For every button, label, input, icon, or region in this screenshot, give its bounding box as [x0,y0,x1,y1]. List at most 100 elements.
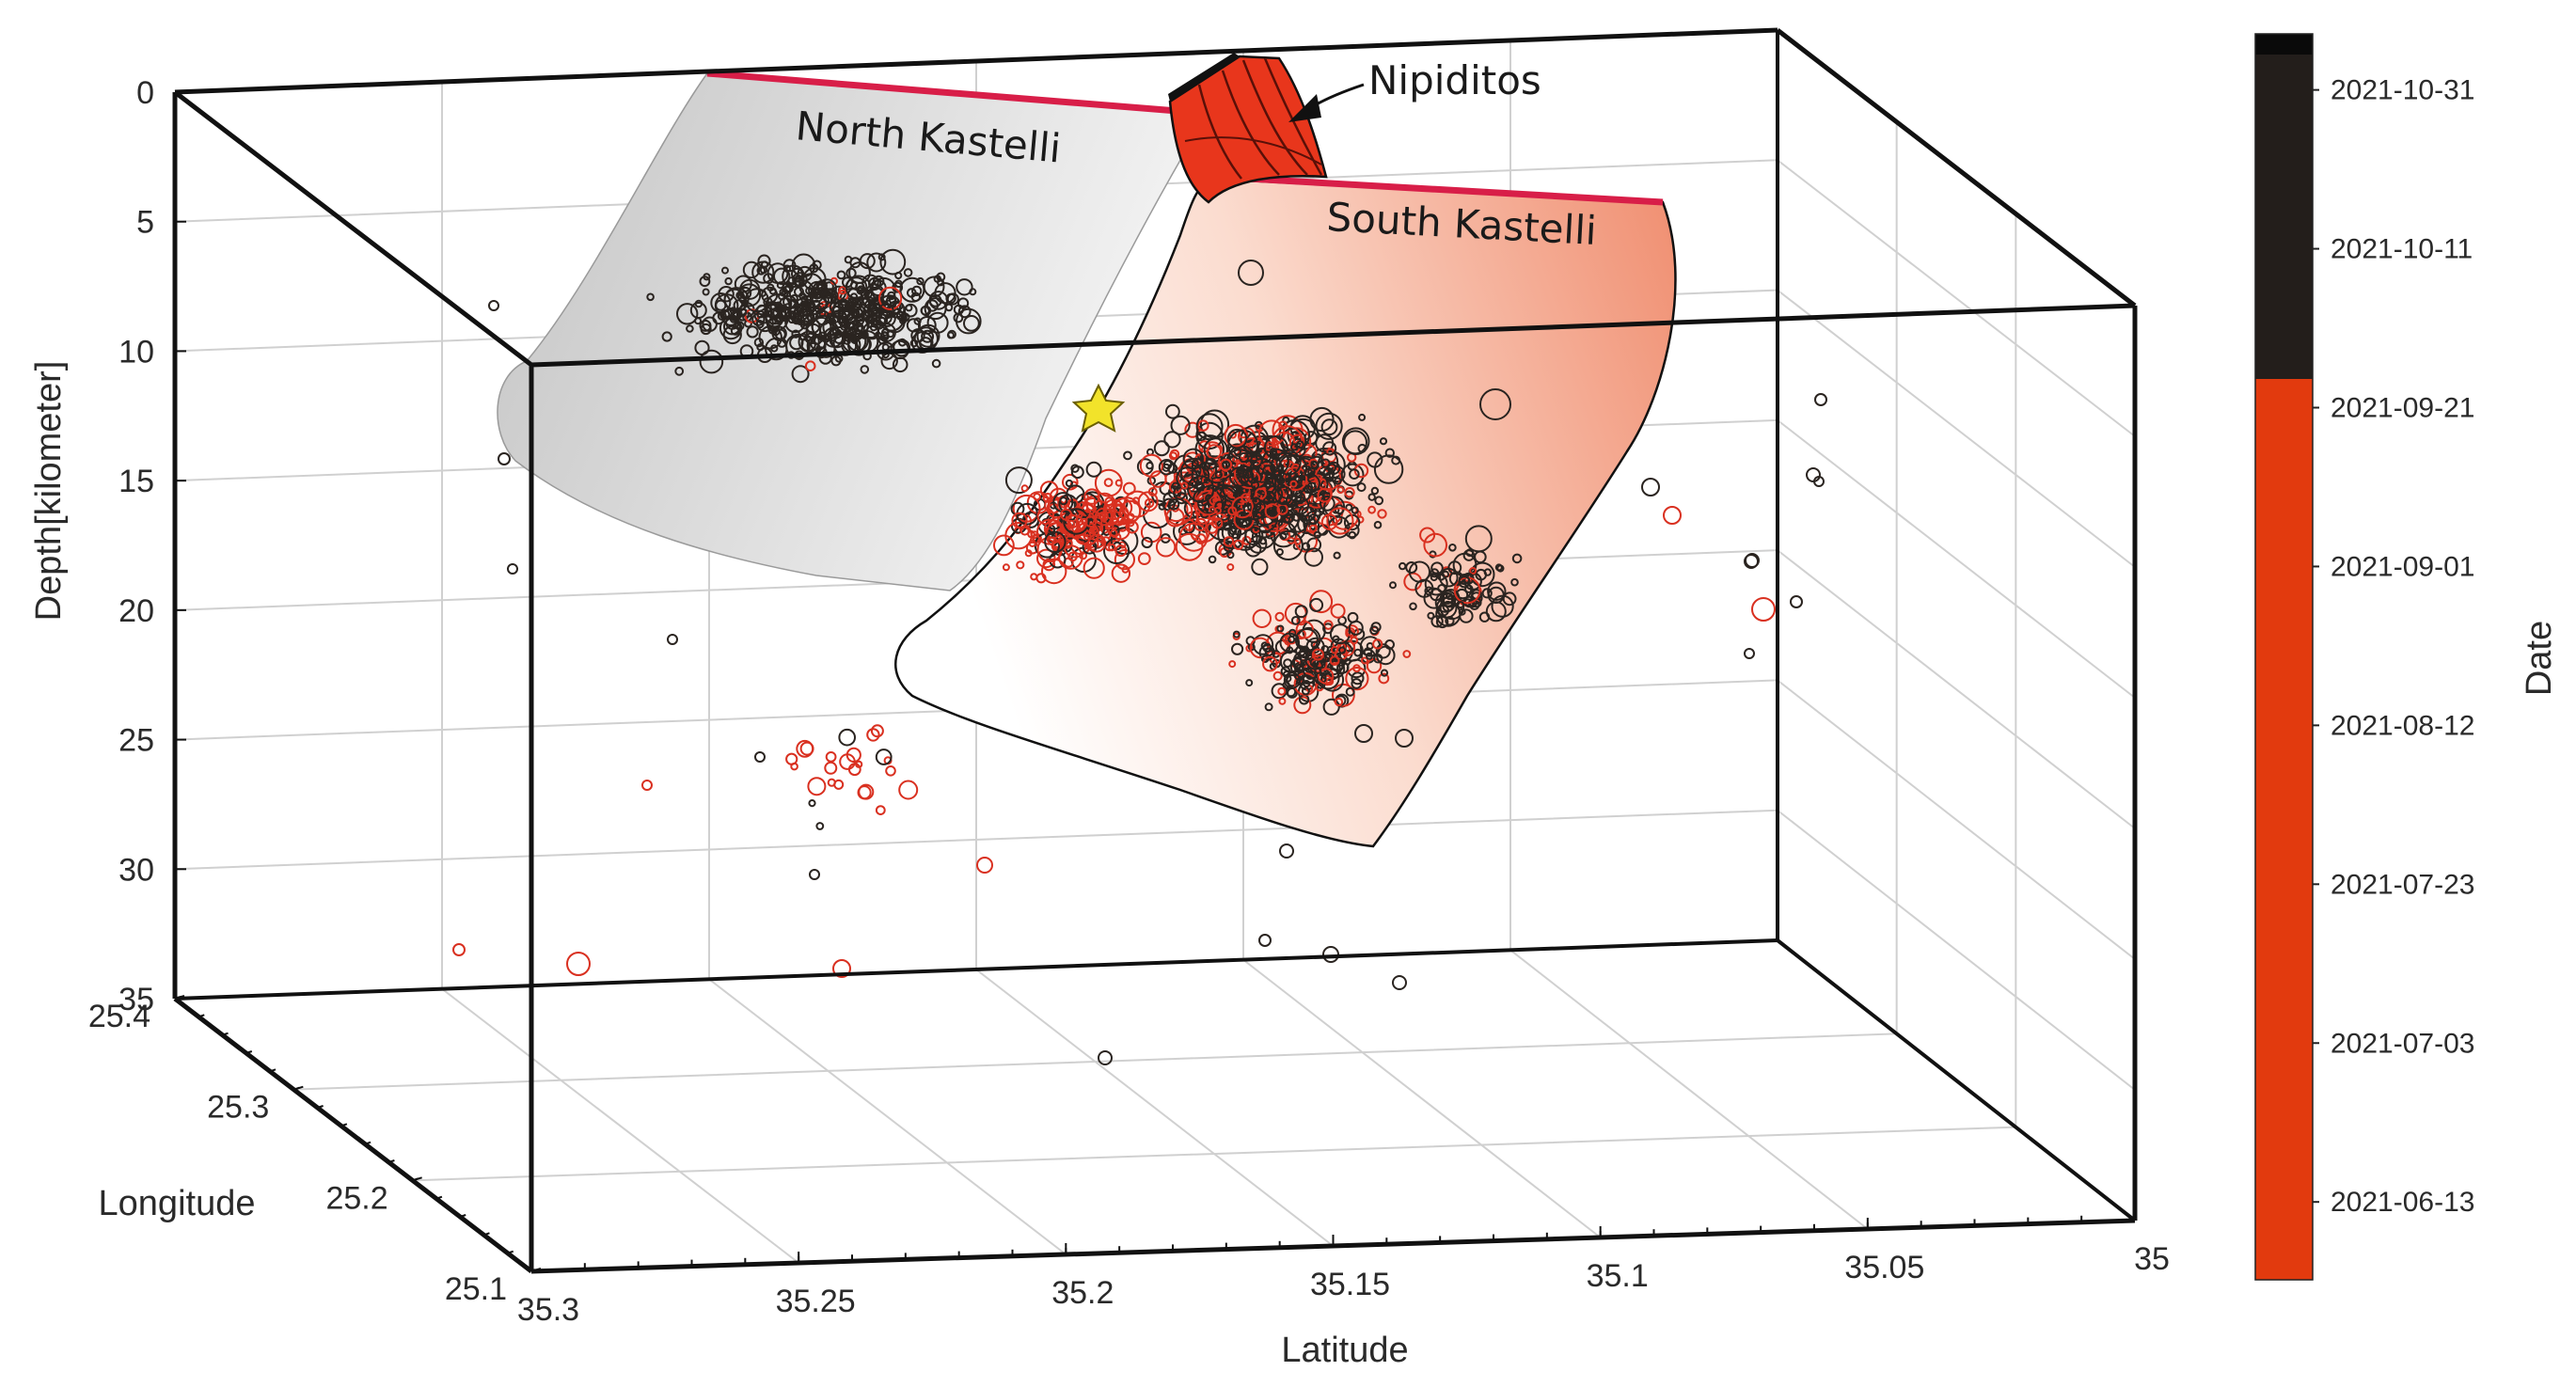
earthquake-point [1356,482,1367,493]
earthquake-point [1121,565,1130,574]
earthquake-point [1272,530,1304,560]
earthquake-point [1028,539,1036,548]
earthquake-point [877,335,888,345]
earthquake-point [858,783,875,800]
earthquake-point [1168,451,1178,461]
longitude-minor-tick [222,1032,229,1036]
earthquake-point [1206,444,1223,460]
earthquake-point [739,278,761,300]
depth-tick-label: 15 [119,464,154,499]
colorbar-late-segment [2255,54,2313,379]
earthquake-point [763,273,774,285]
earthquake-point [722,324,742,345]
earthquake-point [1427,611,1435,620]
longitude-minor-tick [364,1141,371,1145]
earthquake-point [847,763,861,777]
earthquake-point [1067,551,1078,562]
earthquake-point [1226,563,1235,572]
colorbar-early-segment [2255,379,2313,1280]
earthquake-point [1334,697,1344,707]
earthquake-point [1346,627,1355,637]
earthquake-point [788,310,797,319]
earthquake-point [1182,448,1205,469]
earthquake-point [1163,431,1181,449]
earthquake-point [782,264,805,289]
earthquake-point [488,300,499,311]
earthquake-point [1149,470,1167,488]
mainshock-star [1071,383,1126,433]
earthquake-point [1447,560,1462,575]
earthquake-point [1311,648,1324,661]
earthquake-point [1276,624,1285,633]
earthquake-point [1277,686,1287,696]
earthquake-point [825,315,832,323]
earthquake-point [880,331,889,339]
earthquake-point [875,313,889,327]
earthquake-point [1262,655,1278,672]
longitude-tick-label: 25.3 [207,1090,269,1126]
earthquake-point [1114,544,1128,558]
earthquake-point [1367,505,1376,514]
earthquake-point [735,321,745,331]
earthquake-point [1424,572,1448,596]
earthquake-point [833,779,845,790]
earthquake-point [1483,568,1493,576]
earthquake-point [1108,544,1116,552]
earthquake-point [1252,634,1274,655]
earthquake-point [1348,620,1364,636]
earthquake-point [715,299,727,311]
earthquake-point [1326,507,1354,535]
earthquake-point [1255,487,1267,500]
earthquake-point [1330,603,1346,619]
earthquake-point [829,328,838,337]
earthquake-point [888,296,896,304]
earthquake-point [870,724,884,738]
earthquake-point [1279,843,1294,859]
earthquake-point [1094,507,1114,527]
earthquake-point [733,299,746,312]
earthquake-point [934,282,956,305]
north-kastelli-trace [706,70,1178,115]
earthquake-point [1481,588,1493,599]
longitude-minor-tick [293,1086,300,1091]
earthquake-point [864,314,876,324]
earthquake-point [1309,505,1318,512]
earthquake-point [452,943,466,956]
latitude-tick-label: 35.25 [776,1284,856,1319]
earthquake-point [1195,421,1224,450]
earthquake-point [1282,670,1291,679]
longitude-tick-label: 25.4 [88,999,150,1034]
earthquake-point [1275,449,1302,476]
earthquake-point [763,297,773,307]
earthquake-point [1286,646,1294,654]
earthquake-point [1245,679,1254,687]
earthquake-point [1241,518,1255,531]
earthquake-point [832,959,851,978]
earthquake-point [804,360,816,372]
earthquake-point [1219,458,1233,471]
earthquake-point [1323,620,1334,630]
earthquake-point [824,761,838,775]
earthquake-point [1226,428,1248,449]
earthquake-point [1114,479,1123,487]
earthquake-point [1141,536,1153,549]
earthquake-point [809,869,820,880]
depth-tick-label: 25 [119,723,154,759]
earthquake-point [797,308,805,318]
earthquake-point [1351,506,1359,514]
earthquake-point [1313,530,1321,539]
earthquake-point [1325,677,1335,686]
earthquake-point [1264,702,1273,712]
earthquake-point [1252,608,1272,628]
earthquake-point [1358,413,1367,421]
earthquake-point [810,287,821,297]
earthquake-point [1137,552,1151,565]
earthquake-point [923,276,945,298]
earthquake-point [829,301,841,313]
colorbar: 2021-10-31 2021-10-11 2021-09-21 2021-09-01… [2254,33,2559,1281]
earthquake-point [1333,551,1341,560]
earthquake-point [1244,526,1264,546]
earthquake-point [1294,605,1308,619]
earthquake-point [1340,463,1365,487]
earthquake-point [1392,975,1407,990]
